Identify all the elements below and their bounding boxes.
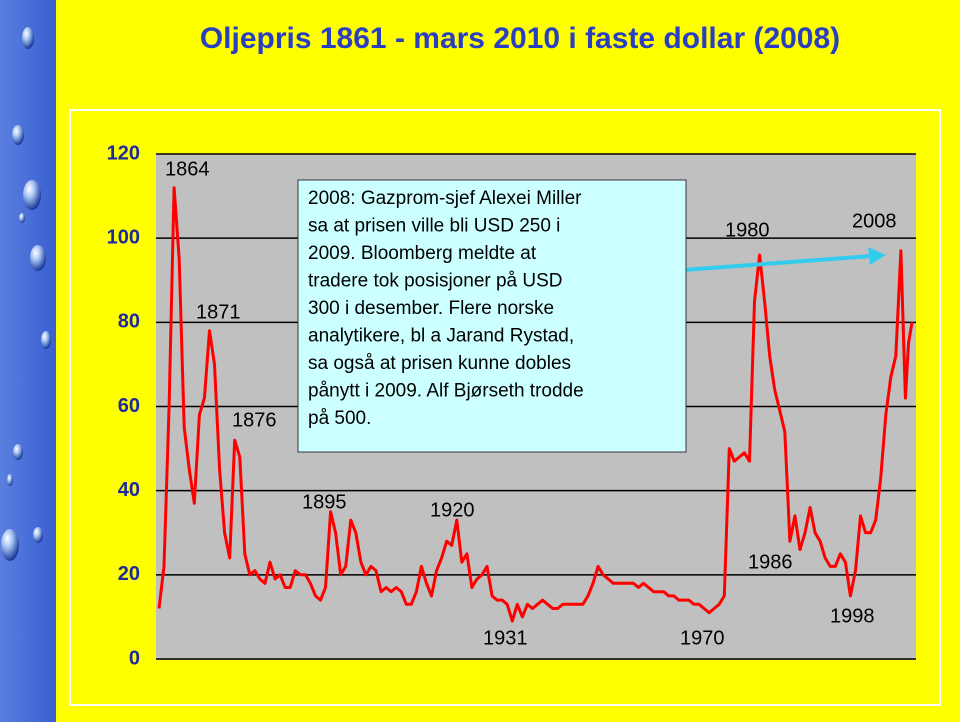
y-tick-label: 80 — [118, 311, 140, 333]
note-line: sa at prisen ville bli USD 250 i — [308, 216, 560, 237]
y-tick-label: 60 — [118, 395, 140, 417]
note-line: på 500. — [308, 408, 371, 429]
note-line: pånytt i 2009. Alf Bjørseth trodde — [308, 381, 584, 402]
note-line: sa også at prisen kunne dobles — [308, 353, 571, 374]
year-label: 1931 — [483, 627, 528, 649]
year-label: 1895 — [302, 491, 347, 513]
note-box — [297, 179, 687, 453]
year-label: 2008 — [852, 210, 897, 232]
year-label: 1920 — [430, 499, 475, 521]
note-line: analytikere, bl a Jarand Rystad, — [308, 326, 574, 347]
year-label: 1864 — [165, 158, 210, 180]
arrow — [682, 254, 873, 272]
series — [157, 186, 914, 623]
y-tick-label: 20 — [118, 563, 140, 585]
note-line: 300 i desember. Flere norske — [308, 298, 554, 319]
note-text: 2008: Gazprom-sjef Alexei Miller sa at pr… — [308, 188, 584, 429]
chart-title: Oljepris 1861 - mars 2010 i faste dollar… — [200, 22, 840, 55]
y-tick-label: 100 — [107, 226, 140, 248]
y-tick-label: 40 — [118, 479, 140, 501]
annotations: 1864 1871 1876 1895 1920 1931 1970 1980 1986 1998… — [165, 158, 897, 649]
note-line: 2008: Gazprom-sjef Alexei Miller — [308, 188, 582, 209]
grid: 0 20 40 60 80 100 120 — [107, 142, 916, 669]
price-line — [157, 186, 914, 623]
chart-frame — [69, 109, 941, 706]
water-drops — [1, 27, 51, 561]
year-label: 1970 — [680, 627, 725, 649]
year-label: 1871 — [196, 301, 241, 323]
side-strip — [0, 0, 56, 722]
year-label: 1876 — [232, 409, 277, 431]
note-line: 2009. Bloomberg meldte at — [308, 243, 537, 264]
year-label: 1986 — [748, 551, 793, 573]
year-label: 1980 — [725, 219, 770, 241]
y-tick-label: 0 — [129, 647, 140, 669]
note-line: tradere tok posisjoner på USD — [308, 271, 563, 292]
arrow-head — [868, 247, 886, 265]
y-tick-label: 120 — [107, 142, 140, 164]
year-label: 1998 — [830, 605, 875, 627]
